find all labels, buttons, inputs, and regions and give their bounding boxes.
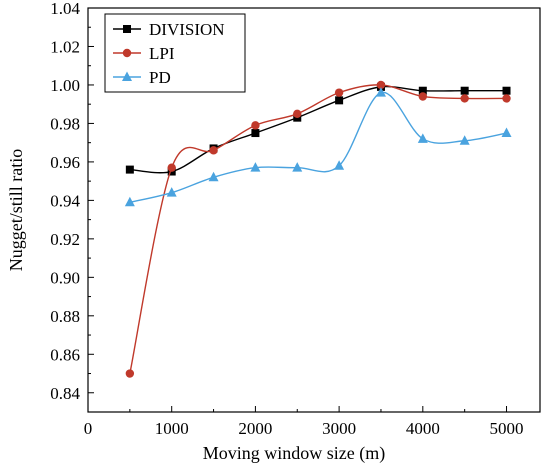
data-point-lpi <box>418 92 428 101</box>
data-point-lpi <box>502 94 511 103</box>
series-line-division <box>129 85 507 174</box>
legend-marker-division <box>123 25 131 33</box>
series-division <box>125 82 511 176</box>
y-tick-label: 0.98 <box>50 114 80 133</box>
series-line-lpi <box>129 84 507 374</box>
legend-label-pd: PD <box>149 68 171 87</box>
data-point-division <box>502 86 511 95</box>
y-tick-label: 1.04 <box>50 0 80 18</box>
data-point-pd <box>375 87 386 97</box>
y-tick-label: 0.90 <box>50 268 80 287</box>
data-point-lpi <box>125 369 135 378</box>
x-tick-label: 2000 <box>238 419 272 438</box>
data-point-pd <box>459 135 470 145</box>
y-tick-label: 0.96 <box>50 153 80 172</box>
data-point-division <box>251 129 260 138</box>
y-tick-label: 1.02 <box>50 37 80 56</box>
y-axis-title: Nugget/still ratio <box>6 149 26 271</box>
x-axis-title: Moving window size (m) <box>203 443 385 464</box>
data-point-pd <box>417 133 428 143</box>
plot-frame <box>87 7 541 413</box>
x-tick-label: 4000 <box>406 419 440 438</box>
x-tick-label: 5000 <box>490 419 524 438</box>
y-tick-label: 0.86 <box>50 345 80 364</box>
plot-border <box>87 7 541 413</box>
data-point-division <box>125 165 134 174</box>
data-point-pd <box>501 127 512 138</box>
data-point-pd <box>124 196 135 207</box>
data-point-division <box>460 86 469 95</box>
y-axis: 0.84 0.86 0.88 0.90 0.92 0.94 0.96 0.98 1.00 1.02… <box>50 0 94 403</box>
data-point-pd <box>250 162 261 172</box>
y-tick-label: 0.92 <box>50 230 80 249</box>
data-point-lpi <box>334 88 344 97</box>
series-pd <box>124 87 512 207</box>
y-tick-label: 0.84 <box>50 384 80 403</box>
y-tick-label: 0.94 <box>50 191 80 210</box>
data-point-lpi <box>167 163 176 172</box>
data-point-lpi <box>209 146 218 155</box>
legend-marker-lpi <box>122 48 132 58</box>
x-axis: 0 1000 2000 3000 4000 5000 <box>84 406 524 438</box>
data-point-pd <box>292 162 303 172</box>
data-point-pd <box>166 187 177 197</box>
data-point-lpi <box>460 94 469 103</box>
data-point-pd <box>208 171 219 182</box>
data-point-lpi <box>293 109 302 119</box>
series-line-pd <box>129 91 507 203</box>
data-point-pd <box>334 160 345 170</box>
series-lpi <box>125 80 511 378</box>
x-tick-label: 1000 <box>155 419 189 438</box>
data-point-lpi <box>251 121 260 130</box>
legend-label-lpi: LPI <box>149 44 175 63</box>
data-point-division <box>418 86 427 95</box>
legend: DIVISION LPI PD <box>104 13 246 93</box>
legend-label-division: DIVISION <box>149 20 225 39</box>
x-tick-label: 0 <box>84 419 93 438</box>
y-tick-label: 1.00 <box>50 76 80 95</box>
data-point-lpi <box>376 80 386 90</box>
data-point-division <box>335 96 344 105</box>
y-tick-label: 0.88 <box>50 307 80 326</box>
series-layer <box>124 80 512 378</box>
legend-marker-pd <box>122 71 132 81</box>
x-tick-label: 3000 <box>322 419 356 438</box>
